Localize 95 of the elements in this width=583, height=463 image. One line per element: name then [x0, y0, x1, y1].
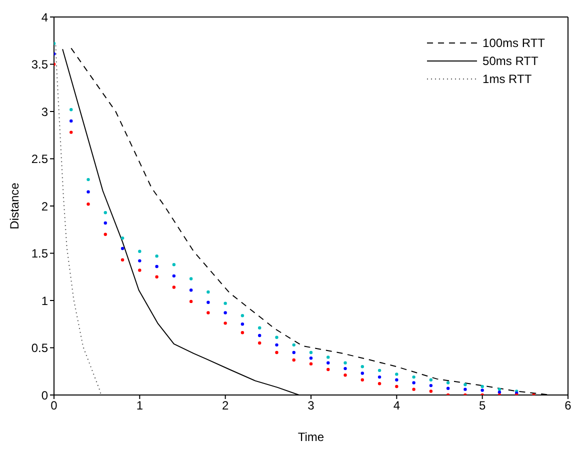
point: [172, 262, 176, 266]
y-tick-label: 2.5: [31, 152, 48, 166]
point: [138, 250, 142, 253]
y-tick-label: 4: [41, 10, 48, 24]
y-axis-title: Distance: [7, 182, 22, 230]
point: [292, 343, 296, 347]
point: [395, 384, 398, 388]
point: [138, 259, 142, 262]
point: [446, 386, 450, 390]
point: [86, 190, 90, 194]
point: [309, 350, 313, 354]
point: [309, 362, 313, 366]
point: [70, 130, 73, 134]
point: [104, 232, 107, 236]
point: [429, 378, 433, 382]
legend-label: 1ms RTT: [482, 72, 532, 86]
x-tick-label: 1: [136, 398, 144, 413]
point: [395, 378, 398, 382]
point: [275, 343, 278, 347]
point: [378, 382, 382, 386]
point: [120, 258, 124, 262]
point: [120, 246, 124, 250]
point: [378, 368, 382, 372]
point: [292, 350, 296, 354]
point: [258, 326, 262, 330]
point: [86, 202, 90, 206]
point: [206, 311, 210, 314]
point: [104, 211, 107, 214]
point: [446, 381, 450, 384]
point: [240, 314, 244, 318]
point: [412, 375, 416, 379]
point: [86, 178, 90, 182]
point: [275, 336, 278, 339]
point: [498, 388, 502, 391]
point: [258, 334, 262, 338]
point: [395, 372, 398, 376]
y-tick-label: 0: [41, 388, 48, 402]
point: [480, 388, 484, 392]
x-tick-label: 4: [393, 398, 400, 413]
point: [172, 286, 176, 289]
x-tick-label: 2: [222, 398, 229, 413]
point: [104, 221, 107, 225]
legend-label: 100ms RTT: [482, 36, 545, 50]
y-tick-label: 1.5: [31, 246, 48, 261]
y-tick-label: 3.5: [31, 58, 48, 72]
point: [70, 119, 73, 123]
y-tick-label: 3: [41, 104, 48, 119]
point: [412, 381, 416, 384]
point: [360, 378, 364, 382]
point: [206, 290, 210, 294]
point: [480, 384, 484, 388]
point: [360, 365, 364, 368]
point: [240, 331, 244, 334]
point: [189, 277, 193, 280]
y-tick-label: 2: [41, 199, 48, 214]
point: [429, 390, 433, 393]
point: [326, 356, 330, 359]
point: [224, 311, 227, 314]
y-tick-label: 0.5: [31, 341, 48, 356]
point: [138, 268, 142, 272]
point: [189, 288, 193, 292]
point: [275, 350, 278, 354]
point: [498, 390, 502, 394]
point: [120, 236, 124, 240]
point: [224, 322, 227, 325]
point: [292, 358, 296, 362]
x-axis-title: Time: [298, 430, 324, 444]
point: [326, 368, 330, 372]
point: [378, 375, 382, 379]
point: [464, 388, 467, 391]
point: [309, 356, 313, 360]
legend-label: 50ms RTT: [482, 54, 538, 68]
point: [155, 275, 158, 278]
point: [224, 302, 227, 305]
x-tick-label: 6: [564, 398, 572, 413]
point: [70, 108, 73, 112]
point: [360, 372, 364, 375]
point: [189, 300, 193, 304]
point: [344, 361, 347, 364]
y-tick-label: 1: [41, 294, 48, 308]
point: [155, 254, 158, 258]
x-tick-label: 5: [478, 398, 486, 413]
point: [429, 384, 433, 388]
point: [258, 341, 262, 345]
x-tick-label: 3: [308, 398, 315, 413]
point: [344, 366, 347, 370]
point: [412, 388, 416, 391]
point: [464, 383, 467, 386]
point: [155, 264, 158, 268]
x-tick-label: 0: [50, 398, 58, 413]
point: [344, 374, 347, 377]
point: [172, 274, 176, 278]
point: [326, 361, 330, 364]
point: [206, 300, 210, 304]
point: [240, 322, 244, 326]
